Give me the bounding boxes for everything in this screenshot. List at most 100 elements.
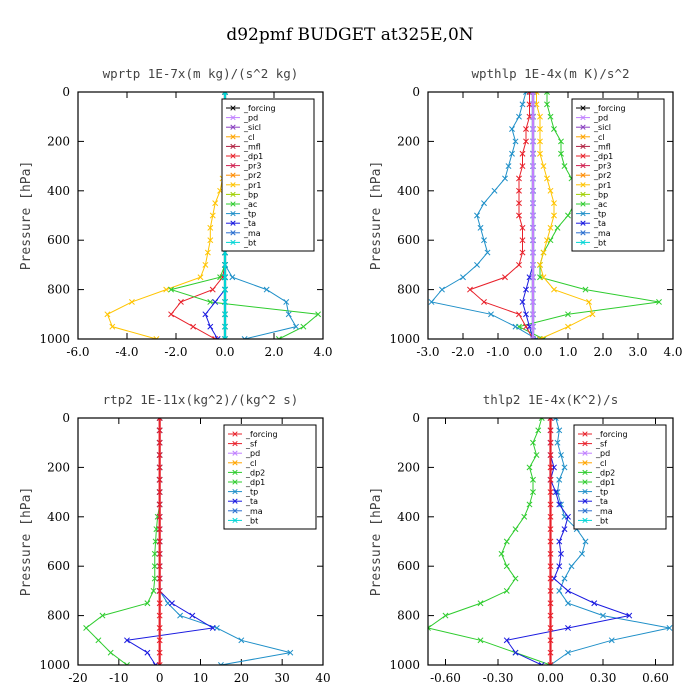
data-point_tp (561, 464, 568, 471)
data-point_dp1 (516, 175, 522, 182)
x-tick-label: -3.0 (416, 345, 439, 359)
data-point_pr1 (540, 249, 547, 256)
data-point_dp1 (190, 323, 197, 330)
data-point_forcing (547, 476, 554, 483)
data-point_pd (530, 249, 536, 256)
legend-marker (580, 230, 586, 236)
x-tick-label: 10 (193, 671, 208, 685)
data-point_tp (263, 286, 270, 293)
data-point_ta (523, 311, 529, 318)
series-group (428, 92, 662, 339)
legend-label: _tp (243, 210, 256, 219)
legend-marker (230, 153, 236, 159)
y-tick-label: 600 (47, 559, 70, 573)
data-point_pr1 (537, 336, 543, 339)
data-point_pd (530, 311, 536, 318)
x-tick-label: 0.0 (215, 345, 234, 359)
legend-label: _sicl (243, 123, 261, 132)
data-point_pr1 (537, 126, 543, 133)
legend-label: _ta (245, 497, 258, 506)
data-point_bt (222, 298, 228, 305)
legend-marker (230, 182, 236, 188)
data-point_tp (287, 649, 294, 656)
y-tick-label: 800 (47, 283, 70, 297)
legend-label: _ma (243, 229, 261, 238)
legend-label: _pd (243, 114, 258, 123)
x-tick-label: -2.0 (164, 345, 187, 359)
legend-label: _forcing (593, 104, 626, 113)
data-point_ta (565, 513, 571, 520)
data-point_dp1 (516, 261, 522, 268)
y-tick-label: 200 (47, 460, 70, 474)
x-tick-label: 2.0 (264, 345, 283, 359)
legend-label: _ac (243, 200, 257, 209)
legend-label: _pd (593, 114, 608, 123)
data-point_dp1 (512, 526, 519, 533)
data-point_forcing (156, 427, 163, 434)
data-point_ac (561, 163, 568, 170)
legend-marker (232, 517, 238, 524)
data-point_ta (626, 612, 633, 619)
x-tick-label: -4.0 (115, 345, 138, 359)
data-point_tp (293, 323, 300, 330)
data-point_ac (315, 311, 322, 318)
legend-marker (582, 508, 588, 514)
data-point_forcing (547, 649, 554, 656)
data-point_forcing (156, 476, 163, 483)
data-point_bt (222, 92, 228, 95)
y-tick-label: 0 (412, 411, 420, 425)
data-point_dp1 (526, 464, 533, 471)
y-tick-label: 0 (62, 411, 70, 425)
data-point_bt (222, 323, 228, 330)
data-point_pr1 (544, 237, 550, 244)
data-point_pd (530, 336, 536, 339)
data-point_tp (481, 200, 487, 207)
data-point_pr1 (207, 237, 214, 244)
y-tick-label: 400 (47, 510, 70, 524)
legend-label: _dp1 (595, 478, 615, 487)
data-point_ac (547, 113, 554, 120)
data-point_forcing (156, 464, 163, 471)
data-point_forcing (547, 427, 554, 434)
series-line_dp1 (85, 418, 161, 665)
legend-marker (582, 479, 588, 485)
data-point_forcing (547, 452, 554, 459)
data-point_forcing (156, 550, 163, 557)
data-point_forcing (547, 439, 554, 446)
data-point_tp (474, 261, 480, 268)
legend-label: _forcing (243, 104, 276, 113)
data-point_forcing (547, 662, 554, 665)
y-tick-label: 800 (47, 609, 70, 623)
data-point_forcing (547, 600, 554, 607)
data-point_forcing (547, 624, 554, 631)
data-point_forcing (547, 575, 554, 582)
legend-label: _sf (245, 440, 257, 449)
legend-label: _pr3 (243, 162, 261, 171)
legend-label: _ta (595, 497, 608, 506)
data-point_pr1 (551, 286, 557, 293)
data-point_dp1 (530, 476, 536, 483)
data-point_ta (209, 624, 216, 631)
data-point_ta (207, 323, 214, 330)
legend-label: _dp1 (245, 478, 265, 487)
legend-label: _sf (595, 440, 607, 449)
data-point_dp1 (83, 624, 90, 631)
legend-label: _ma (245, 507, 263, 516)
data-point_ta (561, 526, 568, 533)
data-point_tp (229, 274, 236, 281)
x-tick-label: -0.30 (483, 671, 514, 685)
legend-marker (232, 479, 238, 485)
data-point_pr1 (207, 224, 214, 231)
y-tick-label: 600 (397, 559, 420, 573)
plot-frame (427, 417, 674, 666)
data-point_ac (544, 101, 550, 108)
data-point_ta (214, 336, 221, 339)
legend-marker (582, 440, 588, 447)
data-point_pr1 (565, 323, 571, 330)
legend-marker (580, 153, 586, 159)
data-point_bt (222, 336, 228, 339)
data-point_dp1 (519, 224, 526, 231)
data-point_tp (608, 637, 615, 644)
data-point_forcing (156, 637, 163, 644)
data-point_forcing (156, 624, 163, 631)
